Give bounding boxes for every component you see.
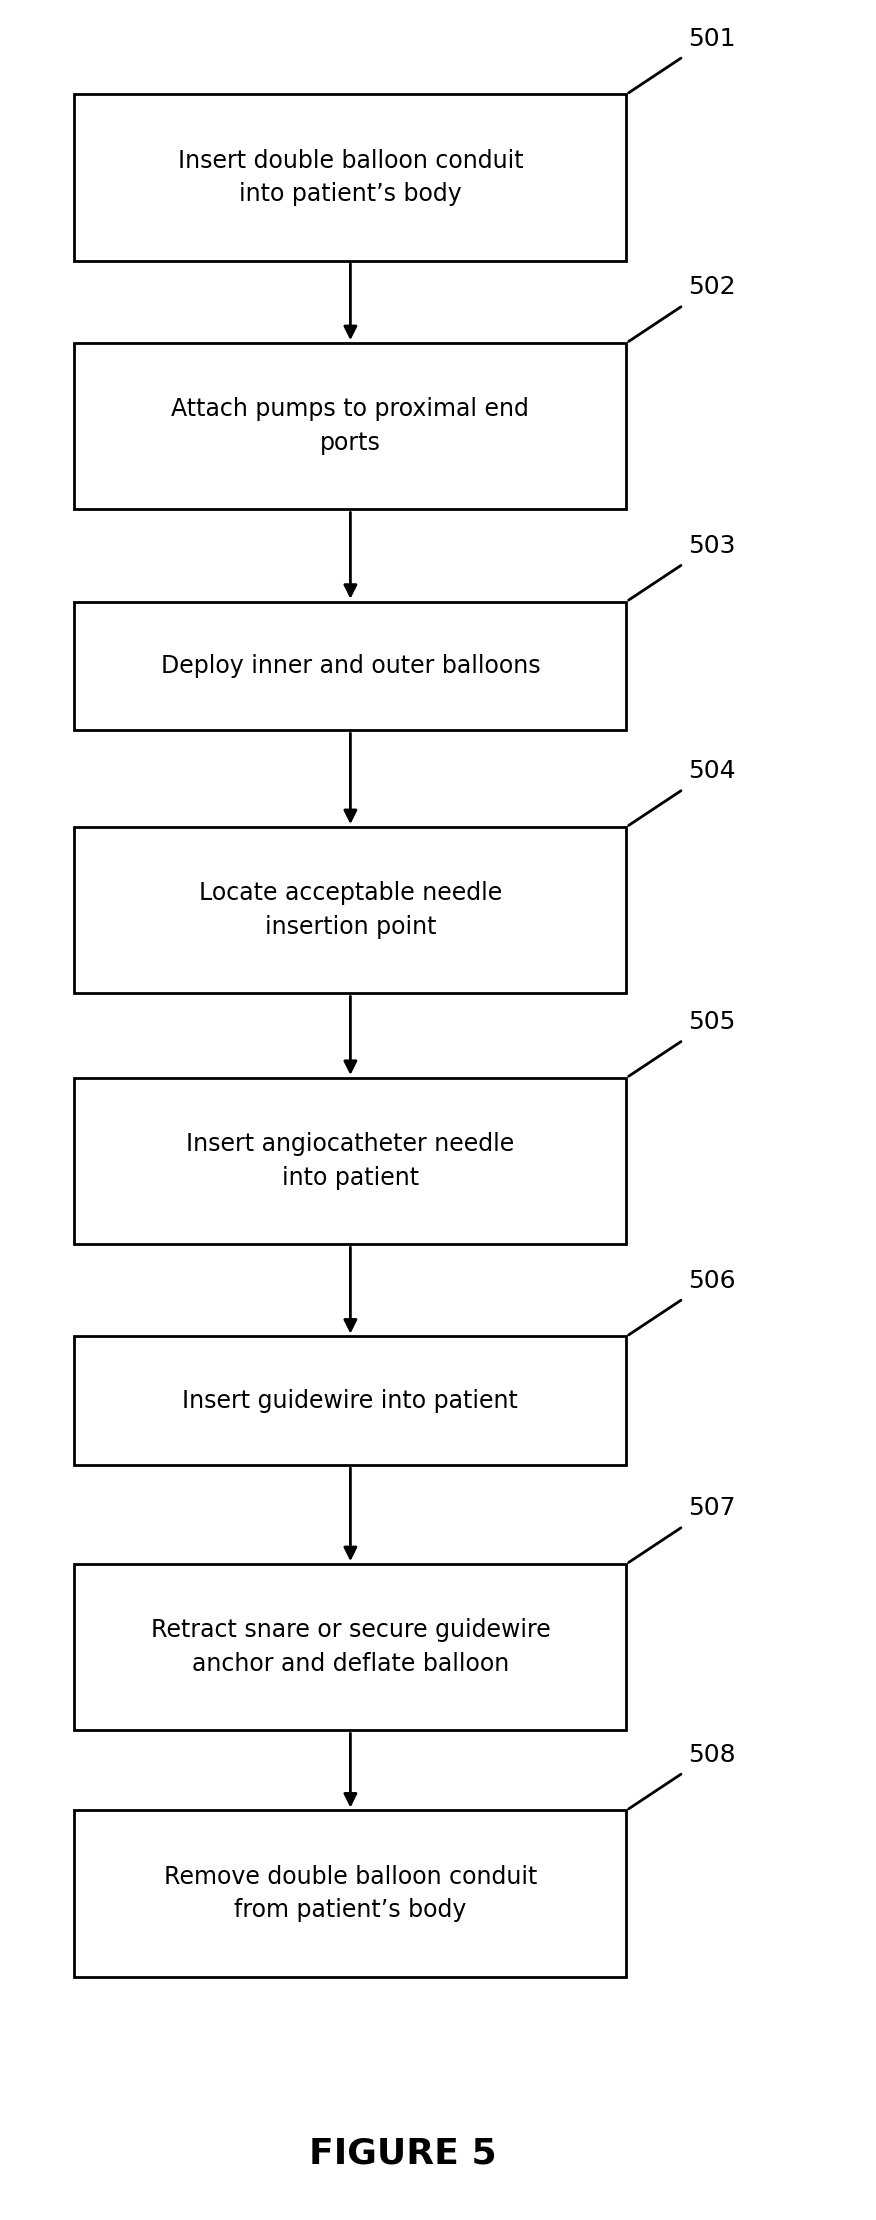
Text: Insert guidewire into patient: Insert guidewire into patient xyxy=(182,1390,519,1412)
Text: 502: 502 xyxy=(688,275,735,300)
FancyBboxPatch shape xyxy=(74,1079,626,1243)
Text: 504: 504 xyxy=(688,759,735,784)
Text: 507: 507 xyxy=(688,1496,735,1521)
FancyBboxPatch shape xyxy=(74,1563,626,1732)
Text: Attach pumps to proximal end
ports: Attach pumps to proximal end ports xyxy=(172,397,529,455)
Text: 506: 506 xyxy=(688,1270,735,1292)
Text: Locate acceptable needle
insertion point: Locate acceptable needle insertion point xyxy=(199,881,502,939)
Text: 505: 505 xyxy=(688,1010,735,1035)
Text: Remove double balloon conduit
from patient’s body: Remove double balloon conduit from patie… xyxy=(164,1865,537,1923)
Text: Retract snare or secure guidewire
anchor and deflate balloon: Retract snare or secure guidewire anchor… xyxy=(151,1618,550,1676)
Text: 503: 503 xyxy=(688,535,735,557)
Text: 501: 501 xyxy=(688,27,735,51)
Text: FIGURE 5: FIGURE 5 xyxy=(309,2136,497,2171)
FancyBboxPatch shape xyxy=(74,828,626,995)
Text: Deploy inner and outer balloons: Deploy inner and outer balloons xyxy=(160,655,540,677)
FancyBboxPatch shape xyxy=(74,1336,626,1465)
Text: 508: 508 xyxy=(688,1743,735,1767)
FancyBboxPatch shape xyxy=(74,1812,626,1978)
FancyBboxPatch shape xyxy=(74,602,626,730)
Text: Insert double balloon conduit
into patient’s body: Insert double balloon conduit into patie… xyxy=(178,149,523,206)
FancyBboxPatch shape xyxy=(74,342,626,508)
Text: Insert angiocatheter needle
into patient: Insert angiocatheter needle into patient xyxy=(187,1132,514,1190)
FancyBboxPatch shape xyxy=(74,93,626,260)
